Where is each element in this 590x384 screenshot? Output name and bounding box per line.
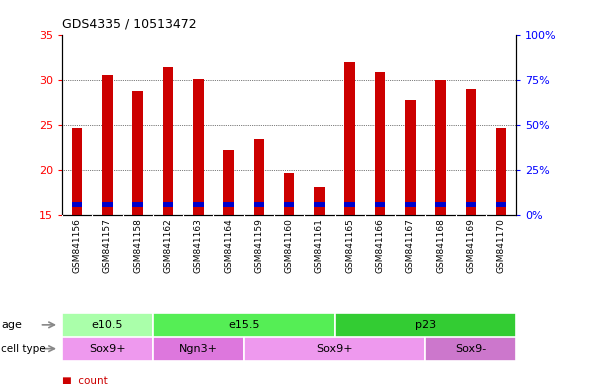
Bar: [375, 73, 385, 215]
Bar: [496, 127, 506, 215]
Text: Ngn3+: Ngn3+: [179, 344, 218, 354]
Bar: [375, 202, 385, 207]
Bar: [163, 202, 173, 207]
Text: GDS4335 / 10513472: GDS4335 / 10513472: [62, 18, 196, 31]
Bar: [345, 62, 355, 215]
Bar: [405, 202, 415, 207]
Text: age: age: [1, 320, 22, 330]
Bar: [254, 139, 264, 215]
Text: GSM841162: GSM841162: [163, 218, 172, 273]
Text: GSM841163: GSM841163: [194, 218, 203, 273]
Bar: [335, 313, 516, 337]
Bar: [132, 202, 143, 207]
Text: GSM841157: GSM841157: [103, 218, 112, 273]
Bar: [62, 313, 153, 337]
Bar: [466, 202, 476, 207]
Text: e10.5: e10.5: [91, 320, 123, 330]
Bar: [496, 202, 506, 207]
Bar: [153, 337, 244, 361]
Text: GSM841156: GSM841156: [73, 218, 81, 273]
Bar: [102, 75, 113, 215]
Bar: [72, 202, 83, 207]
Bar: [314, 187, 324, 215]
Text: Sox9+: Sox9+: [89, 344, 126, 354]
Bar: [284, 202, 294, 207]
Bar: [132, 91, 143, 215]
Bar: [244, 337, 425, 361]
Text: cell type: cell type: [1, 344, 46, 354]
Bar: [223, 202, 234, 207]
Text: GSM841170: GSM841170: [497, 218, 506, 273]
Bar: [425, 337, 516, 361]
Bar: [435, 202, 446, 207]
Bar: [435, 80, 446, 215]
Bar: [314, 202, 324, 207]
Text: GSM841161: GSM841161: [315, 218, 324, 273]
Text: GSM841167: GSM841167: [406, 218, 415, 273]
Bar: [72, 128, 83, 215]
Bar: [193, 79, 204, 215]
Text: GSM841165: GSM841165: [345, 218, 354, 273]
Bar: [466, 89, 476, 215]
Bar: [223, 150, 234, 215]
Bar: [153, 313, 335, 337]
Text: GSM841158: GSM841158: [133, 218, 142, 273]
Bar: [163, 67, 173, 215]
Text: ■  count: ■ count: [62, 376, 108, 384]
Bar: [62, 337, 153, 361]
Bar: [193, 202, 204, 207]
Text: Sox9+: Sox9+: [316, 344, 353, 354]
Text: GSM841168: GSM841168: [436, 218, 445, 273]
Text: GSM841169: GSM841169: [466, 218, 476, 273]
Bar: [254, 202, 264, 207]
Bar: [102, 202, 113, 207]
Text: GSM841160: GSM841160: [284, 218, 294, 273]
Bar: [405, 101, 415, 215]
Text: GSM841159: GSM841159: [254, 218, 263, 273]
Bar: [345, 202, 355, 207]
Text: GSM841166: GSM841166: [375, 218, 385, 273]
Text: Sox9-: Sox9-: [455, 344, 486, 354]
Text: e15.5: e15.5: [228, 320, 260, 330]
Bar: [284, 173, 294, 215]
Text: p23: p23: [415, 320, 436, 330]
Text: GSM841164: GSM841164: [224, 218, 233, 273]
